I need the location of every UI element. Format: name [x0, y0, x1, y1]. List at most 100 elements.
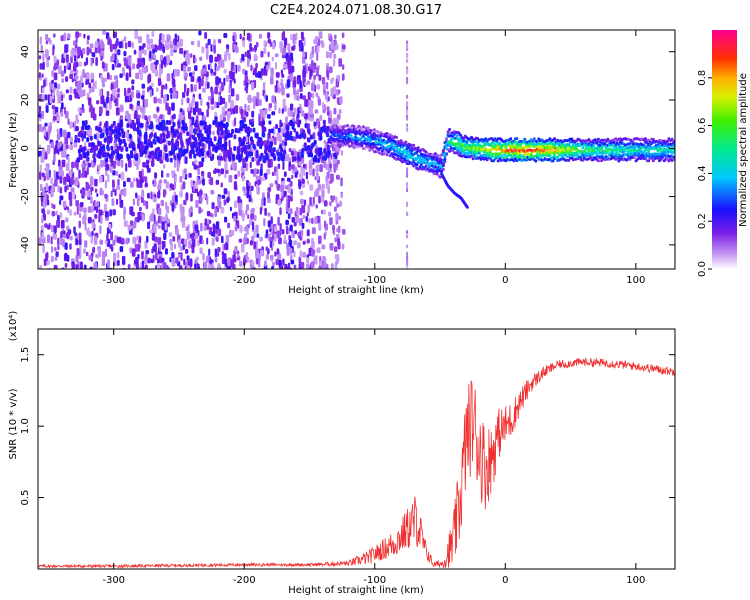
spectrogram-cell	[196, 239, 200, 247]
spectrogram-cell	[99, 133, 103, 139]
spectrogram-cell	[336, 203, 340, 208]
spectrogram-cell	[326, 70, 329, 78]
spectrogram-cell	[212, 144, 216, 150]
spectrogram-cell	[266, 168, 271, 175]
spectrogram-cell	[199, 56, 203, 61]
spectrogram-cell	[76, 157, 80, 163]
spectrogram-cell	[331, 263, 334, 269]
spectrogram-cell	[318, 265, 322, 269]
spectrogram-cell	[233, 146, 237, 151]
spectrogram-cell	[246, 50, 251, 58]
spectrogram-cell	[205, 43, 209, 50]
spectrogram-cell	[218, 91, 222, 96]
spectrogram-cell	[121, 132, 125, 138]
spectrogram-cell	[242, 212, 245, 222]
spectrogram-cell	[415, 163, 419, 167]
spectrogram-cell	[87, 124, 91, 130]
spectrogram-cell	[42, 61, 45, 71]
spectrogram-cell	[302, 51, 306, 58]
spectrogram-cell	[191, 232, 194, 242]
spectrogram-cell	[251, 260, 255, 266]
spectrogram-cell	[112, 91, 116, 96]
spectrogram-cell	[310, 261, 315, 269]
spectrogram-cell	[93, 134, 97, 140]
spectrogram-cell	[283, 190, 287, 197]
snr-series-line	[38, 357, 675, 569]
spectrogram-cell	[200, 78, 204, 87]
spectrogram-cell	[117, 63, 122, 68]
snr-frame	[37, 328, 676, 570]
spectrogram-cell	[228, 175, 233, 183]
spectrogram-cell	[159, 54, 164, 62]
spectrogram-cell	[315, 149, 319, 155]
spectrogram-cell	[262, 120, 265, 126]
spectrogram-cell	[144, 49, 147, 56]
spectrogram-cell	[297, 89, 300, 96]
spectrogram-cell	[279, 122, 283, 128]
spectrogram-cell	[131, 85, 135, 91]
spectrogram-cell	[162, 119, 166, 125]
spectrogram-cell	[65, 144, 69, 149]
spectrogram-cell	[159, 245, 162, 251]
spectrogram-cell	[226, 132, 230, 138]
spectrogram-cell	[90, 58, 93, 67]
spectrogram-cell	[127, 87, 131, 94]
spectrogram-cell	[313, 139, 317, 145]
spectrogram-cell	[77, 233, 80, 240]
spectrogram-cell	[92, 153, 96, 159]
spectrogram-cell	[410, 155, 414, 159]
spectrogram-cell	[153, 96, 157, 104]
spectrogram-cell	[321, 197, 325, 203]
spectrogram-cell	[498, 141, 502, 145]
spectrogram-cell	[274, 104, 277, 111]
spectrogram-cell	[595, 152, 599, 156]
spectrogram-cell	[187, 87, 190, 94]
spectrogram-cell	[120, 171, 125, 181]
spectrogram-cell	[132, 198, 135, 206]
spectrogram-cell	[117, 251, 120, 259]
spectrogram-cell	[64, 242, 68, 250]
spectrogram-cell	[83, 61, 87, 67]
spectrogram-cell	[247, 58, 251, 64]
spectrogram-cell	[501, 156, 505, 160]
spectrogram-cell	[134, 30, 139, 40]
spectrogram-cell	[446, 130, 450, 134]
spectrogram-cell	[81, 120, 85, 126]
spectrogram-cell	[248, 219, 253, 226]
spectrogram-cell	[470, 147, 474, 151]
spectrogram-cell	[218, 96, 221, 103]
spectrogram-cell	[99, 121, 102, 127]
spectrogram-cell	[51, 105, 56, 110]
spectrogram-cell	[322, 119, 326, 125]
spectrogram-cell	[249, 136, 253, 142]
spectrogram-cell	[188, 241, 191, 249]
spectrogram-cell	[123, 187, 127, 197]
spectrogram-cell	[118, 125, 122, 131]
spectrogram-cell	[177, 239, 181, 248]
spectrogram-cell	[280, 184, 285, 193]
spectrogram-cell	[406, 234, 409, 239]
spectrogram-cell	[180, 252, 183, 261]
spectrogram-cell	[532, 137, 536, 141]
spectrogram-cell	[560, 155, 564, 159]
spectrogram-cell	[188, 110, 192, 120]
spectrogram-cell	[327, 96, 330, 102]
spectrogram-cell	[165, 126, 169, 132]
spectrogram-cell	[284, 63, 288, 70]
spectrogram-cell	[293, 107, 297, 115]
spectrogram-cell	[479, 157, 483, 161]
spectrogram-cell	[246, 128, 249, 134]
spectrogram-cell	[203, 121, 207, 127]
spectrogram-cell	[313, 74, 316, 80]
spectrogram-cell	[61, 267, 65, 269]
spectrogram-cell	[416, 146, 420, 150]
spectrogram-cell	[270, 246, 274, 251]
spectrogram-cell	[311, 46, 315, 55]
spectrogram-cell	[581, 146, 585, 150]
spectrogram-cell	[201, 161, 204, 167]
spectrogram-cell	[246, 111, 249, 117]
spectrogram-cell	[316, 118, 320, 126]
spectrogram-cell	[198, 108, 202, 116]
spectrogram-cell	[100, 215, 103, 225]
spectrogram-cell	[255, 247, 259, 257]
